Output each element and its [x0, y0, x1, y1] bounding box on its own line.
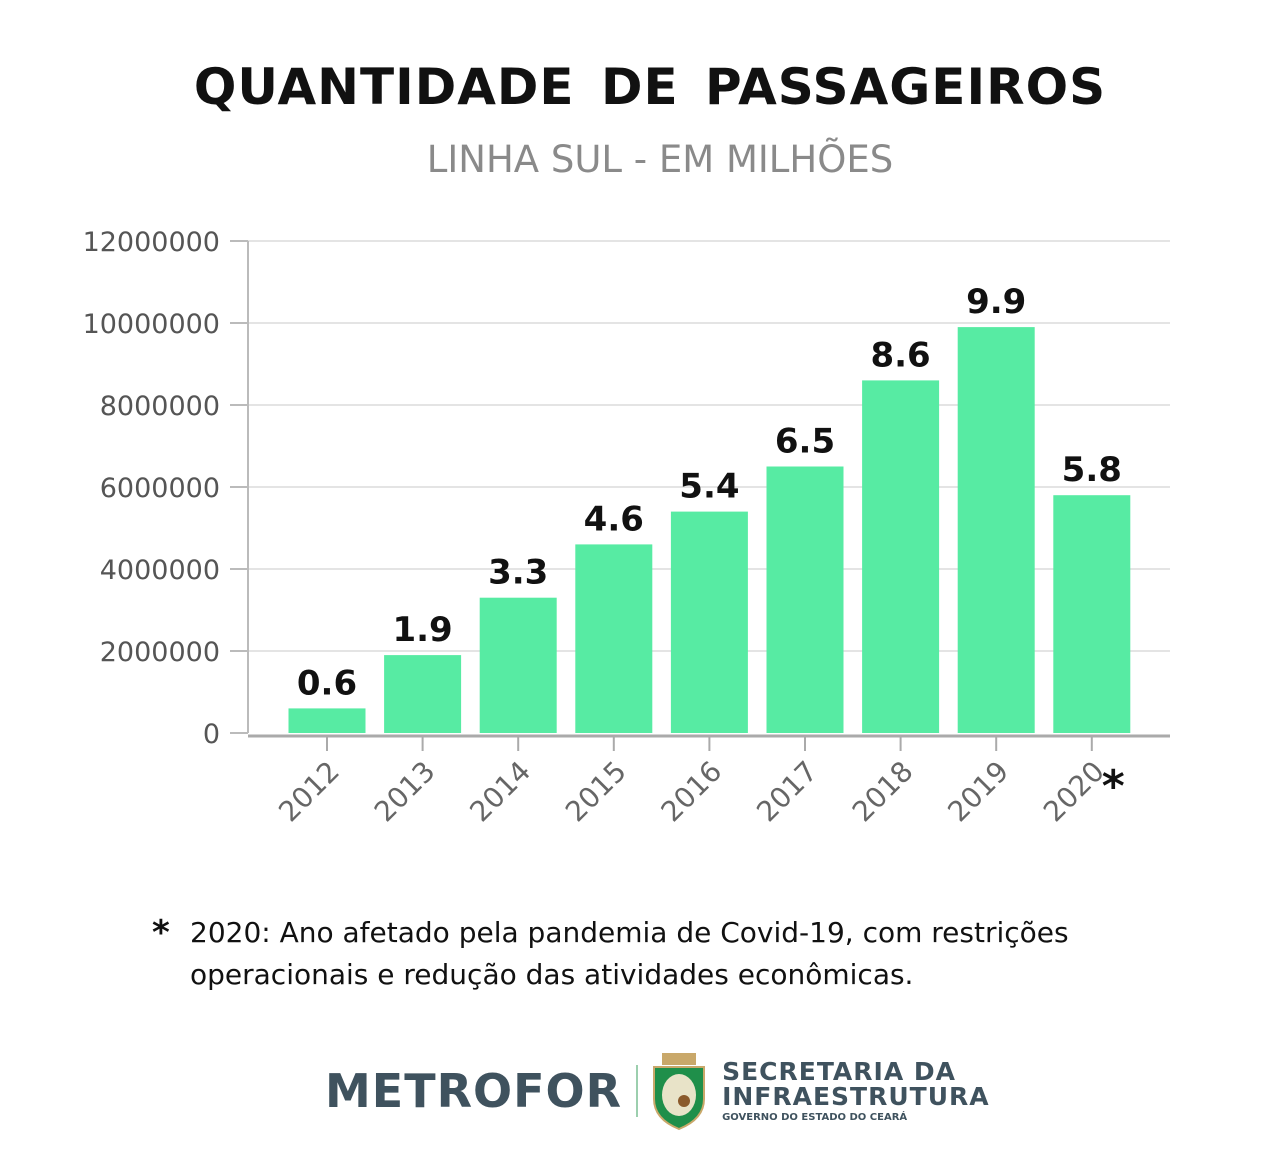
- bar-2014: [479, 597, 557, 733]
- footnote: * 2020: Ano afetado pela pandemia de Cov…: [152, 912, 1150, 996]
- secretaria-line1: SECRETARIA DA: [722, 1056, 956, 1086]
- chart-title: QUANTIDADE DE PASSAGEIROS: [193, 58, 1107, 116]
- x-tick-label: 2012: [272, 755, 346, 829]
- asterisk-icon: *: [152, 913, 170, 953]
- y-tick-label: 12000000: [83, 227, 220, 258]
- data-label: 4.6: [584, 499, 644, 539]
- bar-2019: [957, 327, 1035, 733]
- data-label: 0.6: [297, 663, 357, 703]
- secretaria-logo: SECRETARIA DA INFRAESTRUTURA GOVERNO DO …: [722, 1059, 990, 1123]
- bar-2016: [670, 511, 748, 733]
- x-tick-label: 2014: [463, 755, 537, 829]
- divider: [636, 1064, 639, 1117]
- bar-2013: [384, 655, 462, 733]
- bar-2020: [1053, 495, 1131, 733]
- metrofor-logo: METROFOR: [325, 1063, 623, 1118]
- y-tick-label: 4000000: [100, 555, 220, 586]
- y-tick-label: 6000000: [100, 473, 220, 504]
- data-label: 1.9: [392, 610, 452, 650]
- x-tick-label: 2019: [941, 755, 1015, 829]
- ceara-coat-of-arms-icon: [653, 1052, 706, 1130]
- secretaria-line2: INFRAESTRUTURA: [722, 1081, 990, 1111]
- bar-2018: [862, 380, 940, 733]
- y-tick-label: 10000000: [83, 309, 220, 340]
- y-tick-label: 2000000: [100, 637, 220, 668]
- y-tick-label: 8000000: [100, 391, 220, 422]
- data-label: 5.8: [1062, 450, 1122, 490]
- footnote-text: 2020: Ano afetado pela pandemia de Covid…: [190, 916, 1069, 991]
- data-label: 6.5: [775, 422, 835, 462]
- x-tick-label: 2015: [559, 755, 633, 829]
- footer-logos: METROFOR SECRETARIA DA INFRAESTRUTURA GO…: [325, 1048, 990, 1133]
- governo-text: GOVERNO DO ESTADO DO CEARÁ: [722, 1111, 908, 1123]
- x-tick-label: 2017: [750, 755, 824, 829]
- y-tick-label: 0: [203, 719, 220, 750]
- x-tick-label: 2018: [846, 755, 920, 829]
- data-label: 3.3: [488, 553, 548, 593]
- asterisk-mark: *: [1102, 761, 1125, 812]
- data-label: 9.9: [966, 282, 1026, 322]
- bar-chart: 0 2000000 4000000 6000000 8000000 10000000 120…: [83, 227, 1170, 829]
- bar-2015: [575, 544, 653, 733]
- bar-2012: [288, 708, 366, 733]
- x-tick-label: 2013: [368, 755, 442, 829]
- bar-2017: [766, 466, 844, 733]
- chart-subtitle: LINHA SUL - EM MILHÕES: [426, 138, 894, 181]
- data-label: 8.6: [870, 335, 930, 375]
- x-tick-label: 2020: [1037, 755, 1111, 829]
- data-label: 5.4: [679, 467, 739, 507]
- x-tick-label: 2016: [655, 755, 729, 829]
